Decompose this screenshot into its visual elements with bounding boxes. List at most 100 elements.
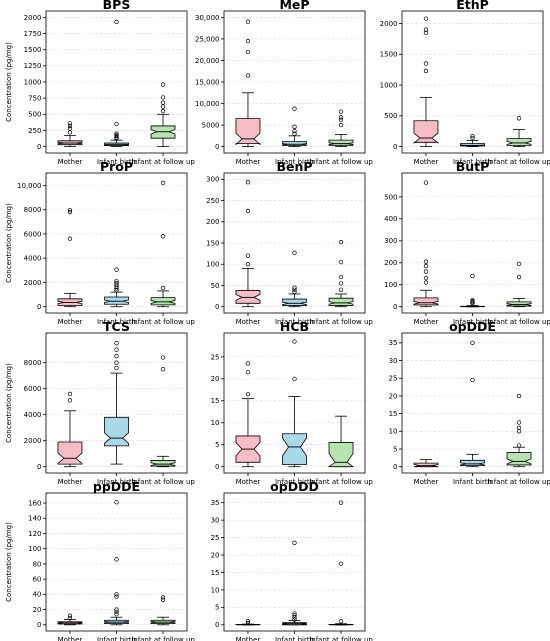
outlier-point <box>114 267 119 272</box>
x-tick-label: Infant birth <box>97 158 136 166</box>
x-tick-label: Infant birth <box>97 318 136 326</box>
x-tick-label: Infant at follow up <box>131 636 195 641</box>
box-infant-at-follow-up <box>328 109 354 148</box>
y-tick-label: 100 <box>384 281 397 289</box>
box-infant-at-follow-up <box>328 240 354 308</box>
panel-title: opDDE <box>449 319 496 334</box>
outlier-point <box>114 365 119 371</box>
outlier-point <box>114 341 119 346</box>
y-tick-label: 160 <box>28 499 41 507</box>
outlier-point <box>292 250 297 255</box>
box-body <box>150 460 176 467</box>
x-tick-label: Mother <box>236 636 261 641</box>
axes-frame <box>401 332 544 474</box>
y-tick-label: 25 <box>211 353 220 361</box>
y-tick-label: 30 <box>211 517 220 525</box>
box-infant-birth <box>104 500 129 626</box>
outlier-point <box>245 619 251 624</box>
x-tick-label: Infant birth <box>275 158 314 166</box>
outlier-point <box>292 617 297 622</box>
outlier-point <box>292 540 297 545</box>
y-tick-label: 2000 <box>24 14 42 22</box>
y-tick-label: 5 <box>215 604 219 612</box>
outlier-point <box>67 391 73 397</box>
box-infant-birth <box>104 267 129 308</box>
panel-title: opDDD <box>270 479 319 494</box>
box-mother <box>57 208 83 308</box>
outlier-point <box>338 281 344 286</box>
outlier-point <box>114 19 119 25</box>
outlier-point <box>292 128 297 134</box>
y-tick-label: 200 <box>206 218 219 226</box>
panel-title: BenP <box>276 159 312 174</box>
outlier-point <box>292 376 297 381</box>
box-infant-at-follow-up <box>150 355 176 468</box>
outlier-point <box>114 360 119 365</box>
box-infant-at-follow-up <box>150 82 176 148</box>
y-tick-label: 5 <box>393 445 397 453</box>
y-tick-label: 4000 <box>24 411 42 419</box>
y-tick-label: 200 <box>384 259 397 267</box>
box-body <box>506 138 532 146</box>
box-body <box>150 297 176 306</box>
panel-title: EthP <box>456 0 489 12</box>
y-tick-label: 20 <box>211 375 220 383</box>
y-tick-label: 15 <box>389 410 398 418</box>
y-tick-label: 4000 <box>24 255 42 263</box>
outlier-point <box>114 611 119 617</box>
y-tick-label: 25 <box>211 534 220 542</box>
outlier-point <box>67 123 73 129</box>
x-tick-label: Infant at follow up <box>487 478 550 486</box>
outlier-point <box>114 592 119 597</box>
box-mother <box>413 459 439 468</box>
x-tick-label: Infant birth <box>275 636 314 641</box>
y-tick-label: 400 <box>384 215 397 223</box>
outlier-point <box>338 274 344 280</box>
outlier-point <box>114 500 119 505</box>
panel-title: ButP <box>456 159 490 174</box>
x-tick-label: Infant at follow up <box>309 478 373 486</box>
y-tick-label: 500 <box>384 112 397 120</box>
outlier-point <box>338 619 344 624</box>
box-infant-at-follow-up <box>506 116 532 148</box>
box-mother <box>57 391 83 468</box>
outlier-point <box>114 132 119 138</box>
y-tick-label: 500 <box>384 193 397 201</box>
box-infant-birth <box>282 339 307 468</box>
x-tick-label: Infant at follow up <box>309 318 373 326</box>
box-infant-at-follow-up <box>150 595 176 626</box>
y-tick-label: 0 <box>215 143 219 151</box>
outlier-point <box>67 209 73 215</box>
y-tick-label: 0 <box>37 621 41 629</box>
outlier-point <box>516 274 522 280</box>
y-axis-label: Concentration (pg/mg) <box>5 363 13 443</box>
x-tick-label: Infant birth <box>275 478 314 486</box>
y-tick-label: 750 <box>28 95 41 103</box>
box-body <box>104 296 129 305</box>
x-tick-label: Infant at follow up <box>309 636 373 641</box>
y-tick-label: 2000 <box>380 20 398 28</box>
outlier-point <box>160 234 166 239</box>
outlier-point <box>338 117 344 123</box>
y-tick-label: 0 <box>393 303 397 311</box>
y-tick-label: 2000 <box>24 437 42 445</box>
outlier-point <box>114 121 119 127</box>
y-tick-label: 120 <box>28 530 41 538</box>
outlier-point <box>160 355 166 360</box>
y-tick-label: 50 <box>211 282 220 290</box>
x-tick-label: Mother <box>236 318 261 326</box>
y-tick-label: 0 <box>393 143 397 151</box>
box-mother <box>235 180 261 308</box>
y-tick-label: 1250 <box>24 62 42 70</box>
x-tick-label: Infant at follow up <box>309 158 373 166</box>
axes-frame <box>223 492 366 632</box>
outlier-point <box>338 240 344 245</box>
outlier-point <box>423 16 429 21</box>
outlier-point <box>114 354 119 359</box>
outlier-point <box>423 259 429 264</box>
y-tick-label: 1750 <box>24 30 42 38</box>
